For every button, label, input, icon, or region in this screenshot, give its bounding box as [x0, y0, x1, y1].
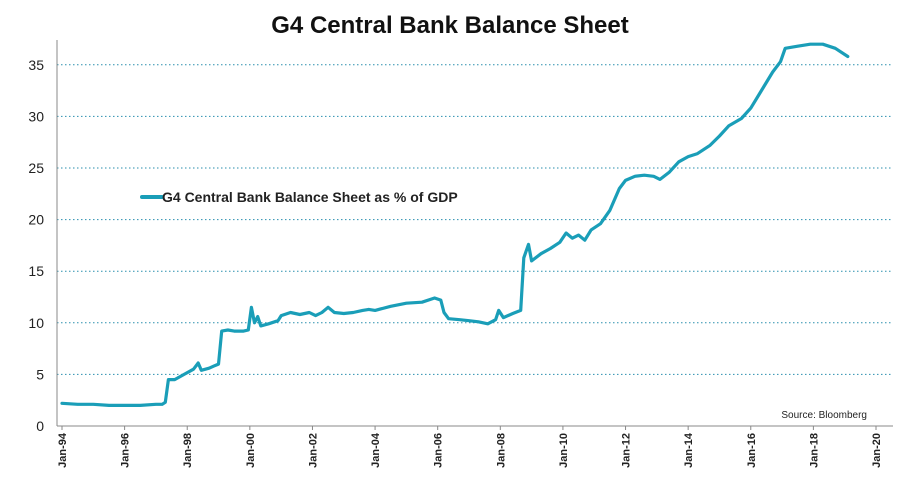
x-tick-label: Jan-06: [433, 433, 445, 468]
y-tick-label: 25: [28, 160, 44, 176]
x-tick-label: Jan-04: [370, 432, 382, 468]
grid-lines: [57, 64, 893, 375]
y-tick-label: 20: [28, 212, 44, 228]
series-line: [60, 42, 850, 407]
y-tick-label: 15: [28, 263, 44, 279]
y-tick-label: 5: [36, 366, 44, 382]
legend: G4 Central Bank Balance Sheet as % of GD…: [140, 189, 458, 205]
x-tick-label: Jan-20: [871, 433, 883, 468]
series-layer: [60, 42, 850, 407]
x-tick-label: Jan-08: [495, 433, 507, 468]
chart-title: G4 Central Bank Balance Sheet: [271, 12, 629, 39]
x-axis-ticks: Jan-94 Jan-96 Jan-98 Jan-00 Jan-02 Jan-04 Jan-…: [57, 426, 883, 468]
y-axis-ticks: 0 5 10 15 20 25 30 35: [28, 57, 44, 434]
x-tick-label: Jan-12: [621, 433, 633, 468]
y-tick-label: 10: [28, 315, 44, 331]
y-tick-label: 30: [28, 108, 44, 124]
x-tick-label: Jan-98: [182, 433, 194, 468]
x-tick-label: Jan-18: [808, 433, 820, 468]
axes: [56, 40, 893, 427]
y-tick-label: 35: [28, 57, 44, 73]
x-tick-label: Jan-10: [558, 433, 570, 468]
x-tick-label: Jan-02: [307, 433, 319, 468]
y-tick-label: 0: [36, 418, 44, 434]
x-tick-label: Jan-94: [57, 432, 69, 468]
x-tick-label: Jan-00: [245, 433, 257, 468]
source-note: Source: Bloomberg: [781, 410, 867, 421]
x-tick-label: Jan-16: [746, 433, 758, 468]
x-tick-label: Jan-14: [683, 432, 695, 468]
x-tick-label: Jan-96: [120, 433, 132, 468]
legend-label: G4 Central Bank Balance Sheet as % of GD…: [162, 189, 458, 205]
